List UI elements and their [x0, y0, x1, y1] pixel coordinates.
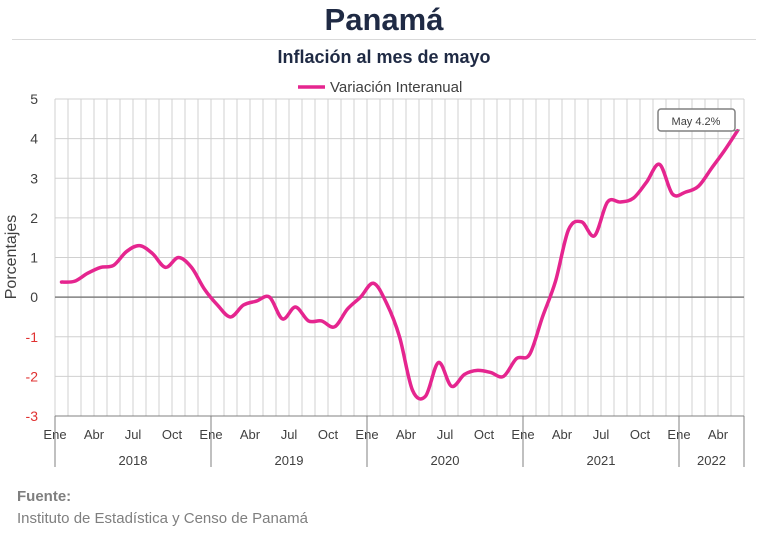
grid-lines — [54, 98, 745, 417]
x-tick-label: Jul — [281, 427, 298, 442]
y-axis-label: Porcentajes — [3, 215, 20, 300]
x-tick-label: Oct — [630, 427, 651, 442]
legend-label: Variación Interanual — [330, 79, 462, 96]
x-tick-label: Abr — [396, 427, 417, 442]
title-divider — [12, 39, 756, 40]
x-tick-label: Abr — [552, 427, 573, 442]
x-tick-label: Jul — [125, 427, 142, 442]
y-tick-label: 5 — [30, 91, 38, 107]
annotation-box — [657, 108, 736, 132]
y-tick-label: 2 — [30, 210, 38, 226]
x-tick-label: Jul — [593, 427, 610, 442]
y-tick-label: -3 — [26, 408, 39, 424]
y-tick-label: 0 — [30, 289, 38, 305]
year-label: 2018 — [119, 453, 148, 468]
chart-subtitle: Inflación al mes de mayo — [277, 47, 491, 67]
y-tick-label: -1 — [26, 329, 39, 345]
year-label: 2020 — [431, 453, 460, 468]
y-tick-label: 1 — [30, 250, 38, 266]
annotation-callout: May 4.2% — [657, 108, 741, 132]
y-axis-ticks: -3 -2 -1 0 1 2 3 4 5 — [26, 91, 39, 424]
y-tick-label: 3 — [30, 170, 38, 186]
year-label: 2019 — [275, 453, 304, 468]
legend: Variación Interanual — [298, 79, 462, 96]
annotation-pointer — [732, 129, 741, 132]
series-line-variacion-interanual — [59, 128, 740, 401]
x-tick-label: Abr — [84, 427, 105, 442]
annotation-text: May 4.2% — [672, 116, 721, 128]
x-axis: Ene Abr Jul Oct Ene Abr Jul Oct Ene Abr Jul Oct Ene A… — [43, 415, 745, 468]
y-tick-label: -2 — [26, 368, 39, 384]
y-tick-label: 4 — [30, 131, 38, 147]
year-label: 2021 — [587, 453, 616, 468]
x-tick-label: Jul — [437, 427, 454, 442]
x-tick-label: Abr — [708, 427, 729, 442]
page-title: Panamá — [324, 2, 444, 37]
source-text: Instituto de Estadística y Censo de Pana… — [17, 510, 308, 527]
year-label: 2022 — [697, 453, 726, 468]
x-tick-label: Abr — [240, 427, 261, 442]
x-tick-label: Oct — [162, 427, 183, 442]
source-heading: Fuente: — [17, 488, 72, 505]
x-tick-label: Oct — [474, 427, 495, 442]
x-tick-label: Oct — [318, 427, 339, 442]
series-group — [59, 128, 740, 401]
